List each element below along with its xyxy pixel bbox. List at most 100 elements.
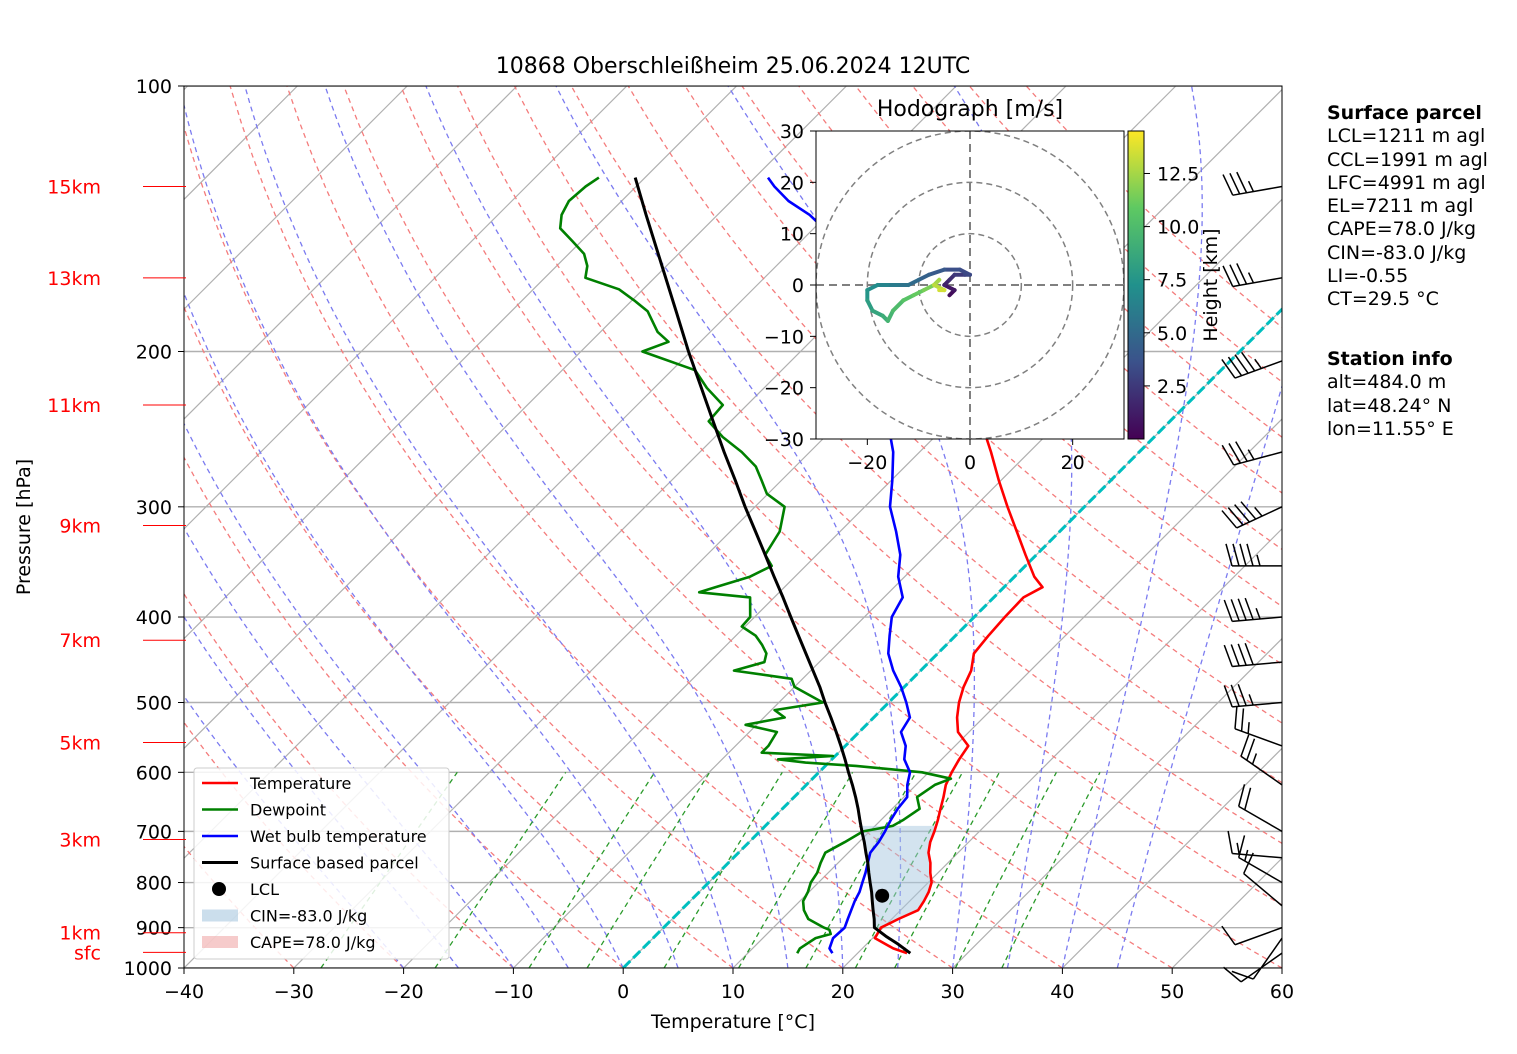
- mixing-ratio-line: [1001, 772, 1101, 968]
- station-altitude: alt=484.0 m: [1327, 371, 1447, 394]
- colorbar-tick-label: 7.5: [1157, 270, 1187, 292]
- dry-adiabat: [184, 721, 405, 968]
- y-axis-label: Pressure [hPa]: [13, 459, 35, 595]
- wind-barb: [1223, 597, 1283, 623]
- x-tick-label: 10: [721, 981, 745, 1003]
- wind-barb-flag: [1236, 171, 1248, 194]
- wind-barb-flag: [1229, 264, 1241, 286]
- wind-barb-half-flag: [1244, 849, 1249, 862]
- hodograph-ring: [866, 181, 1074, 389]
- wind-barb-flag: [1225, 543, 1233, 567]
- moist-adiabat: [184, 422, 569, 968]
- surface-parcel-cin: CIN=-83.0 J/kg: [1327, 241, 1467, 264]
- y-tick-label: 100: [136, 76, 172, 98]
- wind-barb-half-flag: [1255, 607, 1261, 620]
- wind-barb-flag: [1234, 354, 1249, 374]
- isotherm-line: [842, 527, 1282, 968]
- wind-barb-flag: [1221, 444, 1235, 466]
- dry-adiabat: [229, 86, 953, 968]
- hodograph-x-tick-label: 20: [1061, 452, 1085, 474]
- surface-parcel-li: LI=-0.55: [1327, 265, 1409, 288]
- dry-adiabat: [400, 86, 1282, 968]
- lcl-marker: [875, 888, 890, 903]
- hodograph-y-tick-label: 10: [780, 224, 804, 246]
- wind-barb-staff: [1232, 185, 1283, 196]
- wind-barb: [1223, 643, 1283, 668]
- x-tick-label: 40: [1050, 981, 1074, 1003]
- x-tick-label: −40: [164, 981, 204, 1003]
- legend-entry-label: Surface based parcel: [250, 854, 419, 873]
- wind-barb-flag: [1223, 644, 1233, 667]
- legend-entry-label: Temperature: [249, 774, 351, 793]
- wind-barb-half-flag: [1256, 554, 1261, 567]
- hodograph-grid: [816, 131, 1124, 439]
- wind-barb-flag: [1243, 852, 1254, 874]
- moist-adiabat: [1116, 383, 1282, 968]
- y-tick-label: 900: [136, 918, 172, 940]
- wind-barbs: [1221, 171, 1283, 983]
- y-tick-label: 700: [136, 821, 172, 843]
- height-label: 15km: [47, 176, 101, 198]
- station-info-title: Station info: [1327, 348, 1453, 370]
- legend-entry-label: CIN=-83.0 J/kg: [250, 907, 367, 926]
- hodograph-colorbar: [1127, 130, 1145, 440]
- legend-entry-label: Dewpoint: [250, 801, 326, 820]
- height-label: 11km: [47, 395, 101, 417]
- height-label: sfc: [74, 942, 101, 964]
- station-info-panel: Station info alt=484.0 m lat=48.24° N lo…: [1327, 348, 1454, 441]
- x-tick-label: 30: [941, 981, 965, 1003]
- dry-adiabat: [184, 456, 624, 968]
- legend-entry-label: Wet bulb temperature: [250, 827, 427, 846]
- y-tick-label: 200: [136, 342, 172, 364]
- height-label: 3km: [59, 829, 101, 851]
- wind-barb: [1231, 937, 1283, 980]
- wind-barb-flag: [1235, 441, 1248, 462]
- hodograph-x-tick-label: −20: [847, 452, 887, 474]
- wind-barb-flag: [1240, 708, 1245, 732]
- wind-barb-half-flag: [1248, 694, 1254, 706]
- wind-barb-half-flag: [1247, 272, 1255, 284]
- surface-parcel-el: EL=7211 m agl: [1327, 195, 1474, 218]
- surface-parcel-lcl: LCL=1211 m agl: [1327, 125, 1486, 148]
- wind-barb-flag: [1230, 599, 1240, 622]
- wind-barb-flag: [1244, 787, 1252, 811]
- x-tick-label: 20: [831, 981, 855, 1003]
- wind-barb-staff: [1243, 873, 1283, 907]
- x-tick-label: −30: [274, 981, 314, 1003]
- hodograph-y-tick-label: −30: [764, 429, 804, 451]
- wind-barb: [1221, 501, 1283, 529]
- mixing-ratio-line: [738, 771, 854, 968]
- colorbar-tick-label: 10.0: [1157, 217, 1199, 239]
- isotherm-line: [952, 637, 1282, 968]
- hodograph-inset: −20 0 20 30 20 10 0 −10 −20 −30 Hodograph [m/s] 2…: [764, 97, 1222, 474]
- dry-adiabat: [513, 86, 1282, 845]
- colorbar-tick-label: 5.0: [1157, 323, 1187, 345]
- wind-barb: [1227, 830, 1283, 859]
- surface-parcel-title: Surface parcel: [1327, 102, 1482, 124]
- wind-barb-flag: [1223, 966, 1242, 983]
- moist-adiabat: [184, 104, 679, 968]
- wind-barb-flag: [1230, 644, 1240, 667]
- hodograph-ticks: −20 0 20 30 20 10 0 −10 −20 −30: [764, 121, 1085, 474]
- wind-barb: [1221, 441, 1283, 466]
- wind-barb: [1234, 706, 1283, 747]
- legend: Temperature Dewpoint Wet bulb temperature S…: [193, 767, 450, 960]
- isotherm-line: [184, 86, 518, 420]
- surface-parcel-lfc: LFC=4991 m agl: [1327, 171, 1486, 194]
- freezing-level-line: [622, 307, 1282, 968]
- wind-barb-half-flag: [1251, 753, 1258, 765]
- hodograph-y-tick-label: 0: [792, 275, 804, 297]
- surface-parcel-panel: Surface parcel LCL=1211 m agl CCL=1991 m…: [1327, 102, 1488, 312]
- wind-barb-half-flag: [1254, 506, 1263, 517]
- isotherm-line: [184, 86, 628, 530]
- hodograph-ring: [917, 232, 1023, 338]
- wind-barb-half-flag: [1247, 180, 1255, 192]
- wind-barb-staff: [1252, 937, 1283, 980]
- wind-barb-flag: [1227, 830, 1233, 854]
- moist-adiabat: [555, 86, 902, 968]
- wind-barb: [1223, 952, 1283, 983]
- isotherm-line: [512, 198, 1282, 968]
- wind-barb-staff: [1236, 506, 1283, 529]
- parcel-line: [633, 177, 912, 955]
